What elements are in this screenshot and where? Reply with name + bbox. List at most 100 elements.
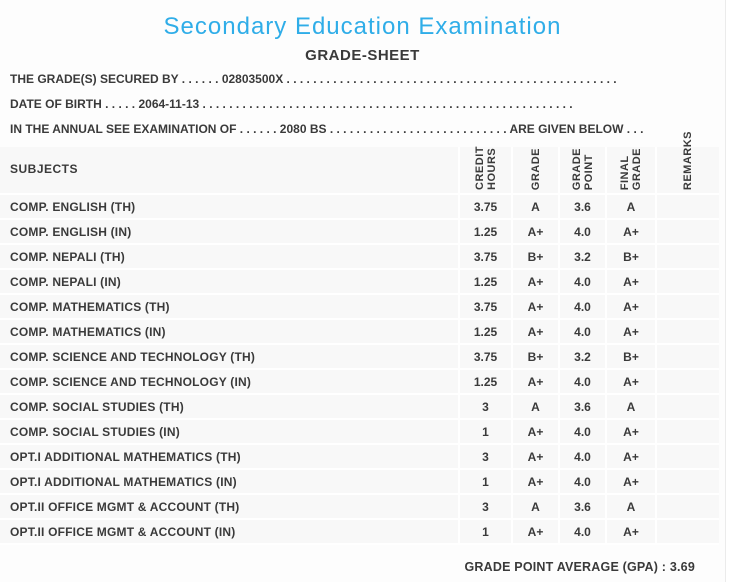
column-header-subjects: SUBJECTS [0, 147, 460, 193]
table-row: COMP. MATHEMATICS (TH) 3.75 A+ 4.0 A+ [0, 295, 719, 320]
declaration-line-examination-year: IN THE ANNUAL SEE EXAMINATION OF . . . .… [10, 121, 722, 137]
declaration-label: THE GRADE(S) SECURED BY [10, 72, 179, 86]
final-grade-cell: A+ [607, 370, 657, 393]
subject-cell: OPT.I ADDITIONAL MATHEMATICS (TH) [0, 445, 460, 468]
column-header-remarks: REMARKS [657, 131, 719, 193]
trailer-dots: . . . . . . . . . . . . . . . . . . . . … [283, 72, 617, 86]
student-id-value: 02803500X [221, 72, 284, 86]
grade-cell: A [513, 495, 560, 518]
subject-cell: COMP. ENGLISH (TH) [0, 195, 460, 218]
leader-dots: . . . . . . [236, 122, 280, 136]
remarks-cell [657, 320, 719, 343]
grade-cell: A [513, 195, 560, 218]
credit-hours-cell: 1 [460, 470, 513, 493]
credit-hours-cell: 1.25 [460, 270, 513, 293]
table-row: COMP. SCIENCE AND TECHNOLOGY (TH) 3.75 B… [0, 345, 719, 370]
declaration-block: THE GRADE(S) SECURED BY . . . . . . 0280… [10, 71, 722, 146]
subject-cell: COMP. SCIENCE AND TECHNOLOGY (IN) [0, 370, 460, 393]
grade-cell: A+ [513, 420, 560, 443]
credit-hours-cell: 3.75 [460, 345, 513, 368]
credit-hours-cell: 3.75 [460, 195, 513, 218]
final-grade-cell: A+ [607, 520, 657, 543]
remarks-cell [657, 220, 719, 243]
grade-cell: A+ [513, 445, 560, 468]
grade-cell: B+ [513, 245, 560, 268]
final-grade-cell: A+ [607, 420, 657, 443]
subject-cell: COMP. NEPALI (TH) [0, 245, 460, 268]
gpa-label: GRADE POINT AVERAGE (GPA) : [464, 560, 667, 574]
grade-point-cell: 4.0 [560, 320, 607, 343]
credit-hours-cell: 1.25 [460, 370, 513, 393]
remarks-cell [657, 345, 719, 368]
grade-cell: A [513, 395, 560, 418]
subject-cell: COMP. SOCIAL STUDIES (TH) [0, 395, 460, 418]
remarks-cell [657, 420, 719, 443]
table-row: COMP. SOCIAL STUDIES (TH) 3 A 3.6 A [0, 395, 719, 420]
credit-hours-cell: 1 [460, 520, 513, 543]
table-row: COMP. ENGLISH (TH) 3.75 A 3.6 A [0, 195, 719, 220]
subject-cell: OPT.II OFFICE MGMT & ACCOUNT (IN) [0, 520, 460, 543]
vertical-label: GRADE POINT [571, 148, 595, 190]
subject-cell: OPT.I ADDITIONAL MATHEMATICS (IN) [0, 470, 460, 493]
final-grade-cell: A [607, 395, 657, 418]
declaration-label: DATE OF BIRTH [10, 97, 102, 111]
credit-hours-cell: 1 [460, 420, 513, 443]
grade-point-cell: 4.0 [560, 295, 607, 318]
label-line: REMARKS [682, 130, 694, 190]
credit-hours-cell: 3 [460, 395, 513, 418]
leader-dots: . . . . . [101, 97, 139, 111]
label-line: POINT [582, 153, 595, 190]
vertical-label: GRADE [530, 148, 542, 190]
vertical-label: FINAL GRADE [619, 148, 643, 190]
label-line: CREDIT [473, 146, 486, 190]
final-grade-cell: A+ [607, 295, 657, 318]
remarks-cell [657, 245, 719, 268]
leader-dots: . . . . . . [178, 72, 222, 86]
final-grade-cell: A+ [607, 445, 657, 468]
table-header-row: SUBJECTS CREDIT HOURS GRADE GRADE POINT [0, 131, 719, 195]
table-row: COMP. NEPALI (IN) 1.25 A+ 4.0 A+ [0, 270, 719, 295]
remarks-cell [657, 195, 719, 218]
subject-cell: COMP. SCIENCE AND TECHNOLOGY (TH) [0, 345, 460, 368]
remarks-cell [657, 445, 719, 468]
credit-hours-cell: 1.25 [460, 320, 513, 343]
declaration-suffix: ARE GIVEN BELOW . . . [509, 122, 644, 136]
vertical-label: CREDIT HOURS [474, 146, 498, 190]
examination-year-value: 2080 BS [279, 122, 327, 136]
table-row: OPT.II OFFICE MGMT & ACCOUNT (TH) 3 A 3.… [0, 495, 719, 520]
credit-hours-cell: 3.75 [460, 245, 513, 268]
grade-point-cell: 4.0 [560, 420, 607, 443]
subject-cell: COMP. NEPALI (IN) [0, 270, 460, 293]
column-header-final-grade: FINAL GRADE [607, 147, 657, 193]
grade-cell: A+ [513, 370, 560, 393]
grade-point-cell: 4.0 [560, 220, 607, 243]
table-row: COMP. NEPALI (TH) 3.75 B+ 3.2 B+ [0, 245, 719, 270]
column-header-credit-hours: CREDIT HOURS [460, 146, 513, 193]
table-row: OPT.II OFFICE MGMT & ACCOUNT (IN) 1 A+ 4… [0, 520, 719, 545]
grades-table: SUBJECTS CREDIT HOURS GRADE GRADE POINT [0, 131, 719, 545]
remarks-cell [657, 470, 719, 493]
final-grade-cell: A [607, 495, 657, 518]
credit-hours-cell: 3 [460, 445, 513, 468]
label-line: FINAL [619, 155, 631, 190]
final-grade-cell: A+ [607, 220, 657, 243]
credit-hours-cell: 3 [460, 495, 513, 518]
remarks-cell [657, 370, 719, 393]
table-row: COMP. SOCIAL STUDIES (IN) 1 A+ 4.0 A+ [0, 420, 719, 445]
grade-point-cell: 4.0 [560, 370, 607, 393]
page-subtitle: GRADE-SHEET [305, 47, 420, 64]
content-panel: Secondary Education Examination GRADE-SH… [0, 0, 726, 582]
grade-cell: A+ [513, 295, 560, 318]
subject-cell: COMP. MATHEMATICS (IN) [0, 320, 460, 343]
grade-point-cell: 3.6 [560, 195, 607, 218]
subject-cell: COMP. MATHEMATICS (TH) [0, 295, 460, 318]
grade-cell: A+ [513, 220, 560, 243]
remarks-cell [657, 270, 719, 293]
credit-hours-cell: 3.75 [460, 295, 513, 318]
declaration-label: IN THE ANNUAL SEE EXAMINATION OF [10, 122, 237, 136]
subject-cell: OPT.II OFFICE MGMT & ACCOUNT (TH) [0, 495, 460, 518]
final-grade-cell: A+ [607, 270, 657, 293]
grade-point-cell: 3.6 [560, 495, 607, 518]
declaration-line-date-of-birth: DATE OF BIRTH . . . . . 2064-11-13 . . .… [10, 96, 722, 112]
